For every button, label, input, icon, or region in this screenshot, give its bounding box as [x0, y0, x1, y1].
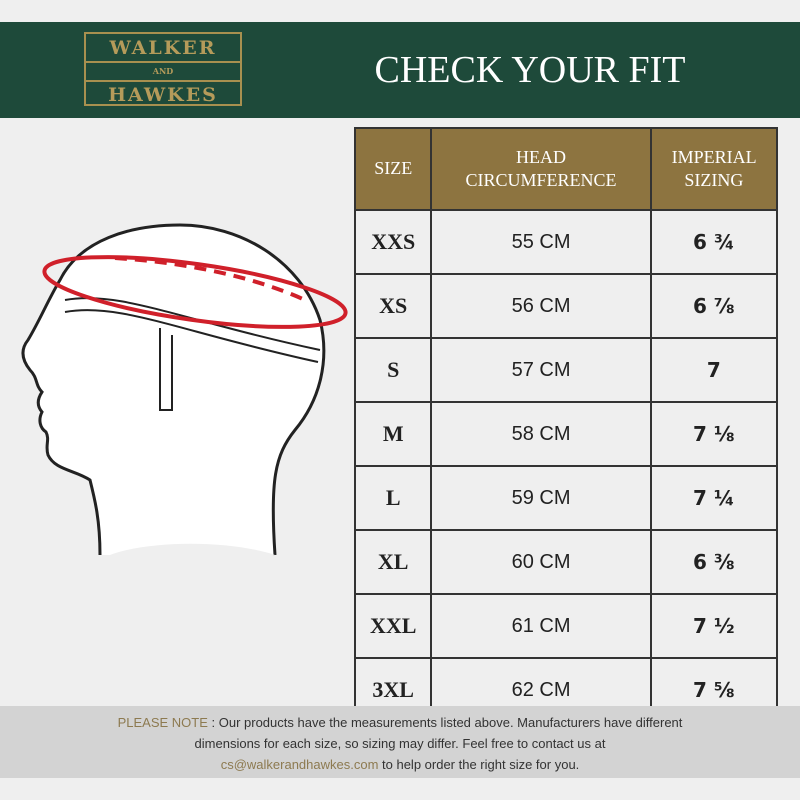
- logo-line: HAWKES: [108, 84, 218, 106]
- logo-line: WALKER: [86, 34, 240, 63]
- brand-logo: WALKER AND HAWKES: [84, 32, 242, 106]
- note-label: PLEASE NOTE: [117, 715, 208, 730]
- circumference-cell: 59 CM: [430, 465, 652, 531]
- size-chart-table: SIZE HEAD CIRCUMFERENCE IMPERIAL SIZING …: [353, 127, 779, 723]
- circumference-cell: 56 CM: [430, 273, 652, 339]
- note-text: dimensions for each size, so sizing may …: [194, 736, 606, 751]
- size-cell: XS: [353, 273, 433, 339]
- imperial-cell: 6 ⅞: [649, 273, 779, 339]
- circumference-cell: 58 CM: [430, 401, 652, 467]
- header-imperial: IMPERIAL SIZING: [649, 127, 779, 211]
- size-cell: XL: [353, 529, 433, 595]
- imperial-cell: 7 ½: [649, 593, 779, 659]
- circumference-cell: 60 CM: [430, 529, 652, 595]
- circumference-cell: 61 CM: [430, 593, 652, 659]
- imperial-cell: 7 ⅛: [649, 401, 779, 467]
- size-cell: L: [353, 465, 433, 531]
- table-row: S 57 CM 7: [353, 337, 779, 403]
- size-cell: XXL: [353, 593, 433, 659]
- table-row: XL 60 CM 6 ⅜: [353, 529, 779, 595]
- header-size: SIZE: [353, 127, 433, 211]
- head-measurement-illustration: [21, 223, 348, 556]
- size-cell: M: [353, 401, 433, 467]
- measure-ellipse: [42, 255, 348, 329]
- size-cell: XXS: [353, 209, 433, 275]
- size-cell: S: [353, 337, 433, 403]
- circumference-cell: 57 CM: [430, 337, 652, 403]
- logo-line: AND: [86, 63, 240, 82]
- table-row: XS 56 CM 6 ⅞: [353, 273, 779, 339]
- table-row: XXL 61 CM 7 ½: [353, 593, 779, 659]
- page-title: CHECK YOUR FIT: [374, 49, 686, 91]
- note-text: : Our products have the measurements lis…: [207, 715, 683, 730]
- note-text: to help order the right size for you.: [378, 757, 580, 772]
- imperial-cell: 7 ¼: [649, 465, 779, 531]
- table-row: L 59 CM 7 ¼: [353, 465, 779, 531]
- circumference-cell: 55 CM: [430, 209, 652, 275]
- table-row: XXS 55 CM 6 ¾: [353, 209, 779, 275]
- please-note: PLEASE NOTE : Our products have the meas…: [0, 706, 800, 778]
- imperial-cell: 6 ¾: [649, 209, 779, 275]
- contact-email-link[interactable]: cs@walkerandhawkes.com: [220, 757, 379, 772]
- imperial-cell: 7: [649, 337, 779, 403]
- header-circumference: HEAD CIRCUMFERENCE: [430, 127, 652, 211]
- header-banner: WALKER AND HAWKES CHECK YOUR FIT: [0, 22, 800, 118]
- imperial-cell: 6 ⅜: [649, 529, 779, 595]
- table-row: M 58 CM 7 ⅛: [353, 401, 779, 467]
